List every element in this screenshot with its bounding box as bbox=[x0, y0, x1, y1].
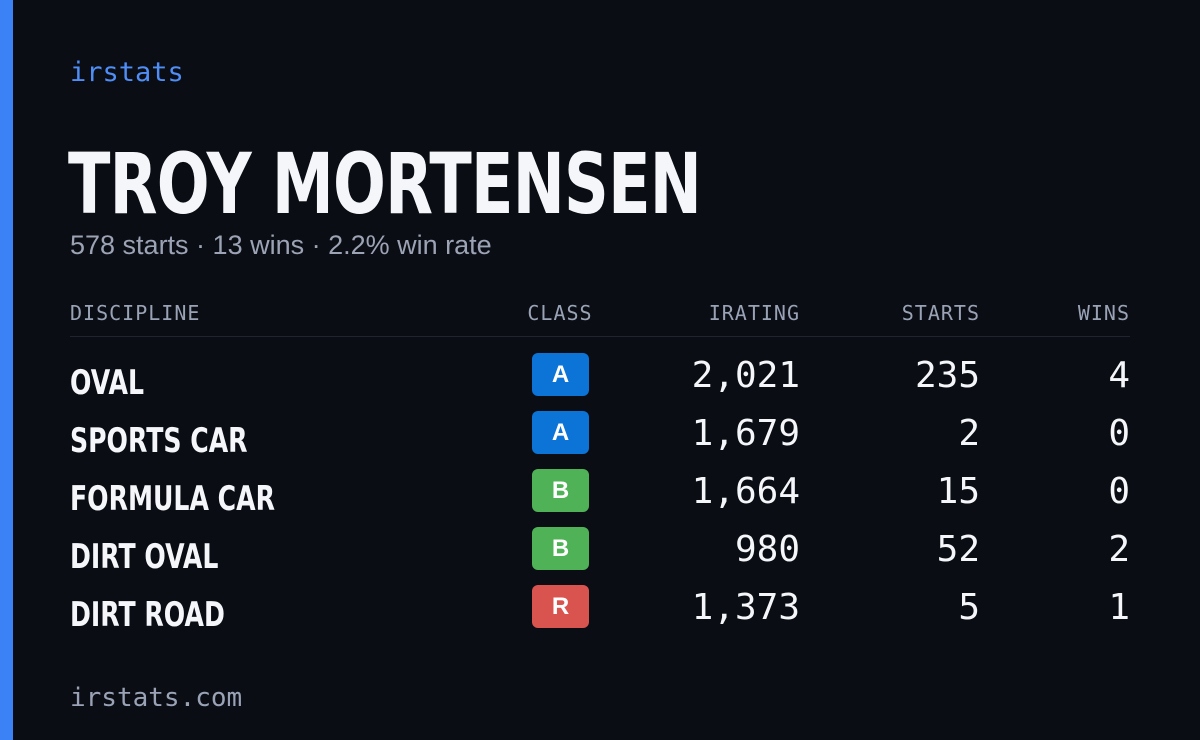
driver-name: TROY MORTENSEN bbox=[68, 135, 702, 233]
wins-value: 1 bbox=[1108, 587, 1130, 628]
discipline-name: DIRT ROAD bbox=[70, 595, 225, 635]
starts-value: 52 bbox=[936, 529, 980, 570]
class-badge: A bbox=[532, 411, 589, 454]
header-discipline: DISCIPLINE bbox=[70, 301, 201, 325]
starts-value: 2 bbox=[958, 413, 980, 454]
class-badge: B bbox=[532, 527, 589, 570]
starts-value: 235 bbox=[914, 355, 980, 396]
driver-summary: 578 starts · 13 wins · 2.2% win rate bbox=[70, 230, 492, 260]
irating-value: 1,679 bbox=[691, 413, 800, 454]
class-badge: B bbox=[532, 469, 589, 512]
table-row: FORMULA CAR B 1,664 15 0 bbox=[70, 469, 1130, 527]
discipline-name: FORMULA CAR bbox=[70, 479, 275, 519]
header-wins: WINS bbox=[1077, 301, 1130, 325]
table-row: OVAL A 2,021 235 4 bbox=[70, 353, 1130, 411]
wins-value: 2 bbox=[1108, 529, 1130, 570]
starts-value: 5 bbox=[958, 587, 980, 628]
table-body: OVAL A 2,021 235 4 SPORTS CAR A 1,679 2 … bbox=[70, 353, 1130, 643]
accent-bar bbox=[0, 0, 13, 740]
discipline-name: DIRT OVAL bbox=[70, 537, 219, 577]
discipline-name: OVAL bbox=[70, 363, 144, 403]
irating-value: 1,664 bbox=[691, 471, 800, 512]
irating-value: 2,021 bbox=[691, 355, 800, 396]
wins-value: 0 bbox=[1108, 413, 1130, 454]
table-header: DISCIPLINE CLASS IRATING STARTS WINS bbox=[70, 296, 1130, 337]
wins-value: 4 bbox=[1108, 355, 1130, 396]
table-row: DIRT OVAL B 980 52 2 bbox=[70, 527, 1130, 585]
irating-value: 1,373 bbox=[691, 587, 800, 628]
header-irating: IRATING bbox=[708, 301, 800, 325]
table-row: DIRT ROAD R 1,373 5 1 bbox=[70, 585, 1130, 643]
class-badge: A bbox=[532, 353, 589, 396]
table-row: SPORTS CAR A 1,679 2 0 bbox=[70, 411, 1130, 469]
class-badge: R bbox=[532, 585, 589, 628]
header-class: CLASS bbox=[527, 301, 593, 325]
brand-logo-text: irstats bbox=[70, 57, 184, 88]
starts-value: 15 bbox=[936, 471, 980, 512]
discipline-name: SPORTS CAR bbox=[70, 421, 248, 461]
footer-url: irstats.com bbox=[70, 683, 243, 713]
discipline-table: DISCIPLINE CLASS IRATING STARTS WINS OVA… bbox=[70, 296, 1130, 643]
header-starts: STARTS bbox=[901, 301, 980, 325]
irating-value: 980 bbox=[734, 529, 800, 570]
wins-value: 0 bbox=[1108, 471, 1130, 512]
